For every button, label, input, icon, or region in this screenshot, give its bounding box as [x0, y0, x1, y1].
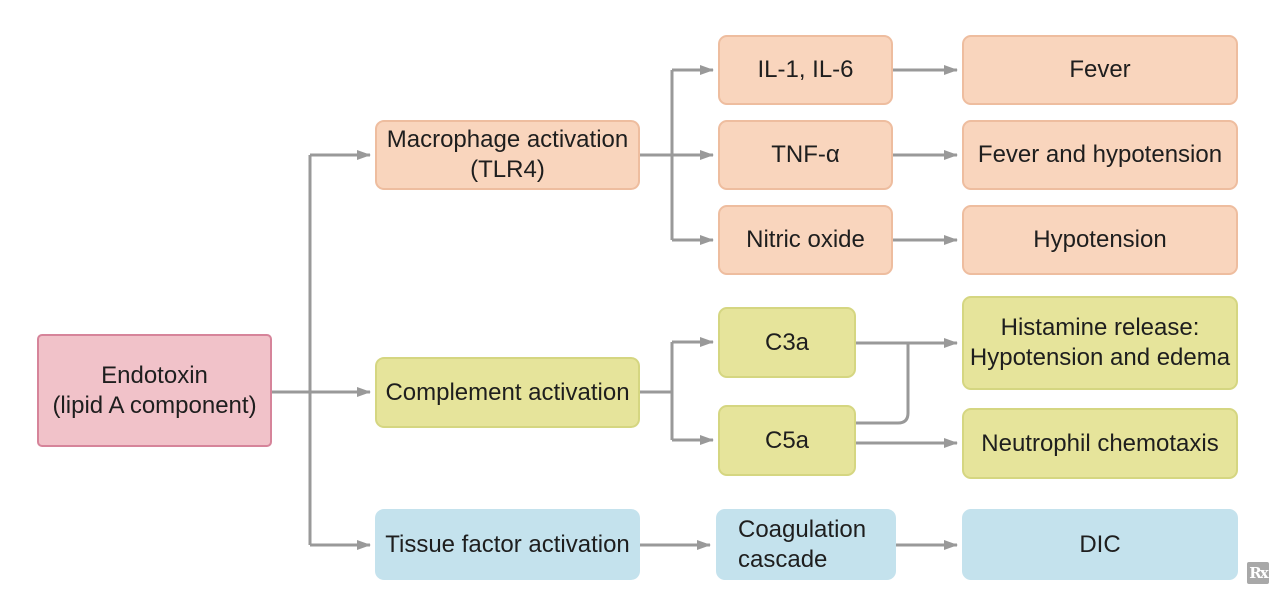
macrophage-activation-label: Macrophage activation (TLR4) — [386, 126, 629, 183]
c3a-node: C3a — [718, 307, 856, 378]
histamine-release-node: Histamine release: Hypotension and edema — [962, 296, 1238, 390]
il1-il6-label: IL-1, IL-6 — [757, 56, 854, 83]
endotoxin-node: Endotoxin (lipid A component) — [37, 334, 272, 447]
il1-il6-node: IL-1, IL-6 — [718, 35, 893, 105]
hypotension-label: Hypotension — [1033, 226, 1167, 253]
fever-label: Fever — [1069, 56, 1131, 83]
endotoxin-label: Endotoxin (lipid A component) — [52, 361, 257, 419]
dic-node: DIC — [962, 509, 1238, 580]
tnf-alpha-node: TNF-α — [718, 120, 893, 190]
nitric-oxide-label: Nitric oxide — [746, 226, 865, 253]
fever-node: Fever — [962, 35, 1238, 105]
tnf-alpha-label: TNF-α — [771, 141, 840, 168]
histamine-release-label: Histamine release: Hypotension and edema — [969, 314, 1231, 371]
complement-activation-label: Complement activation — [385, 378, 630, 406]
fever-and-hypotension-label: Fever and hypotension — [977, 141, 1223, 168]
coagulation-cascade-label: Coagulation cascade — [738, 515, 867, 573]
neutrophil-chemotaxis-label: Neutrophil chemotaxis — [981, 429, 1219, 457]
dic-label: DIC — [1079, 530, 1121, 558]
tissue-factor-activation-node: Tissue factor activation — [375, 509, 640, 580]
rx-logo: Rx — [1247, 562, 1269, 584]
c5a-node: C5a — [718, 405, 856, 476]
macrophage-activation-node: Macrophage activation (TLR4) — [375, 120, 640, 190]
tissue-factor-activation-label: Tissue factor activation — [385, 530, 630, 558]
connector-c5a-to-histamine — [856, 343, 910, 425]
complement-activation-node: Complement activation — [375, 357, 640, 428]
coagulation-cascade-node: Coagulation cascade — [716, 509, 896, 580]
fever-and-hypotension-node: Fever and hypotension — [962, 120, 1238, 190]
hypotension-node: Hypotension — [962, 205, 1238, 275]
c5a-label: C5a — [764, 426, 810, 454]
c3a-label: C3a — [764, 328, 810, 356]
neutrophil-chemotaxis-node: Neutrophil chemotaxis — [962, 408, 1238, 479]
nitric-oxide-node: Nitric oxide — [718, 205, 893, 275]
